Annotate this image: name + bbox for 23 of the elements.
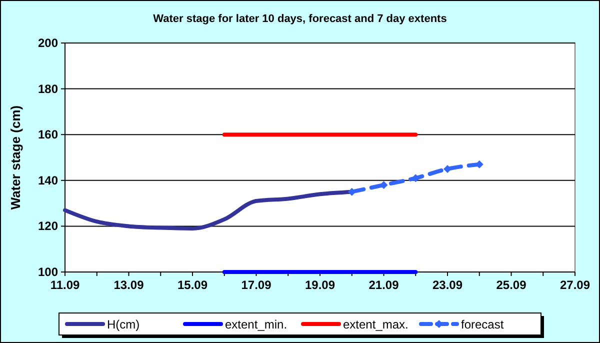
y-tick-label: 180 bbox=[38, 82, 58, 96]
x-tick-label: 27.09 bbox=[560, 278, 590, 292]
y-tick-label: 120 bbox=[38, 219, 58, 234]
chart-title: Water stage for later 10 days, forecast and 7 day extents bbox=[153, 13, 447, 25]
y-tick-label: 140 bbox=[38, 173, 58, 188]
legend-label: extent_min. bbox=[225, 318, 288, 332]
x-tick-label: 15.09 bbox=[177, 278, 208, 292]
legend-label: extent_max. bbox=[343, 318, 408, 332]
y-axis-title: Water stage (cm) bbox=[8, 105, 23, 210]
x-tick-label: 13.09 bbox=[114, 278, 144, 292]
x-tick-label: 21.09 bbox=[368, 278, 400, 292]
x-tick-label: 17.09 bbox=[241, 278, 272, 292]
x-tick-label: 11.09 bbox=[50, 278, 80, 292]
y-tick-label: 200 bbox=[38, 36, 58, 50]
y-tick-label: 100 bbox=[38, 265, 58, 279]
y-tick-label: 160 bbox=[38, 128, 58, 142]
point bbox=[412, 174, 420, 182]
point bbox=[348, 188, 356, 196]
x-tick-label: 25.09 bbox=[496, 278, 527, 292]
legend-label: H(cm) bbox=[107, 318, 140, 332]
x-tick-label: 19.09 bbox=[304, 278, 336, 292]
legend-label: forecast bbox=[461, 318, 504, 332]
x-tick-label: 23.09 bbox=[432, 278, 463, 292]
